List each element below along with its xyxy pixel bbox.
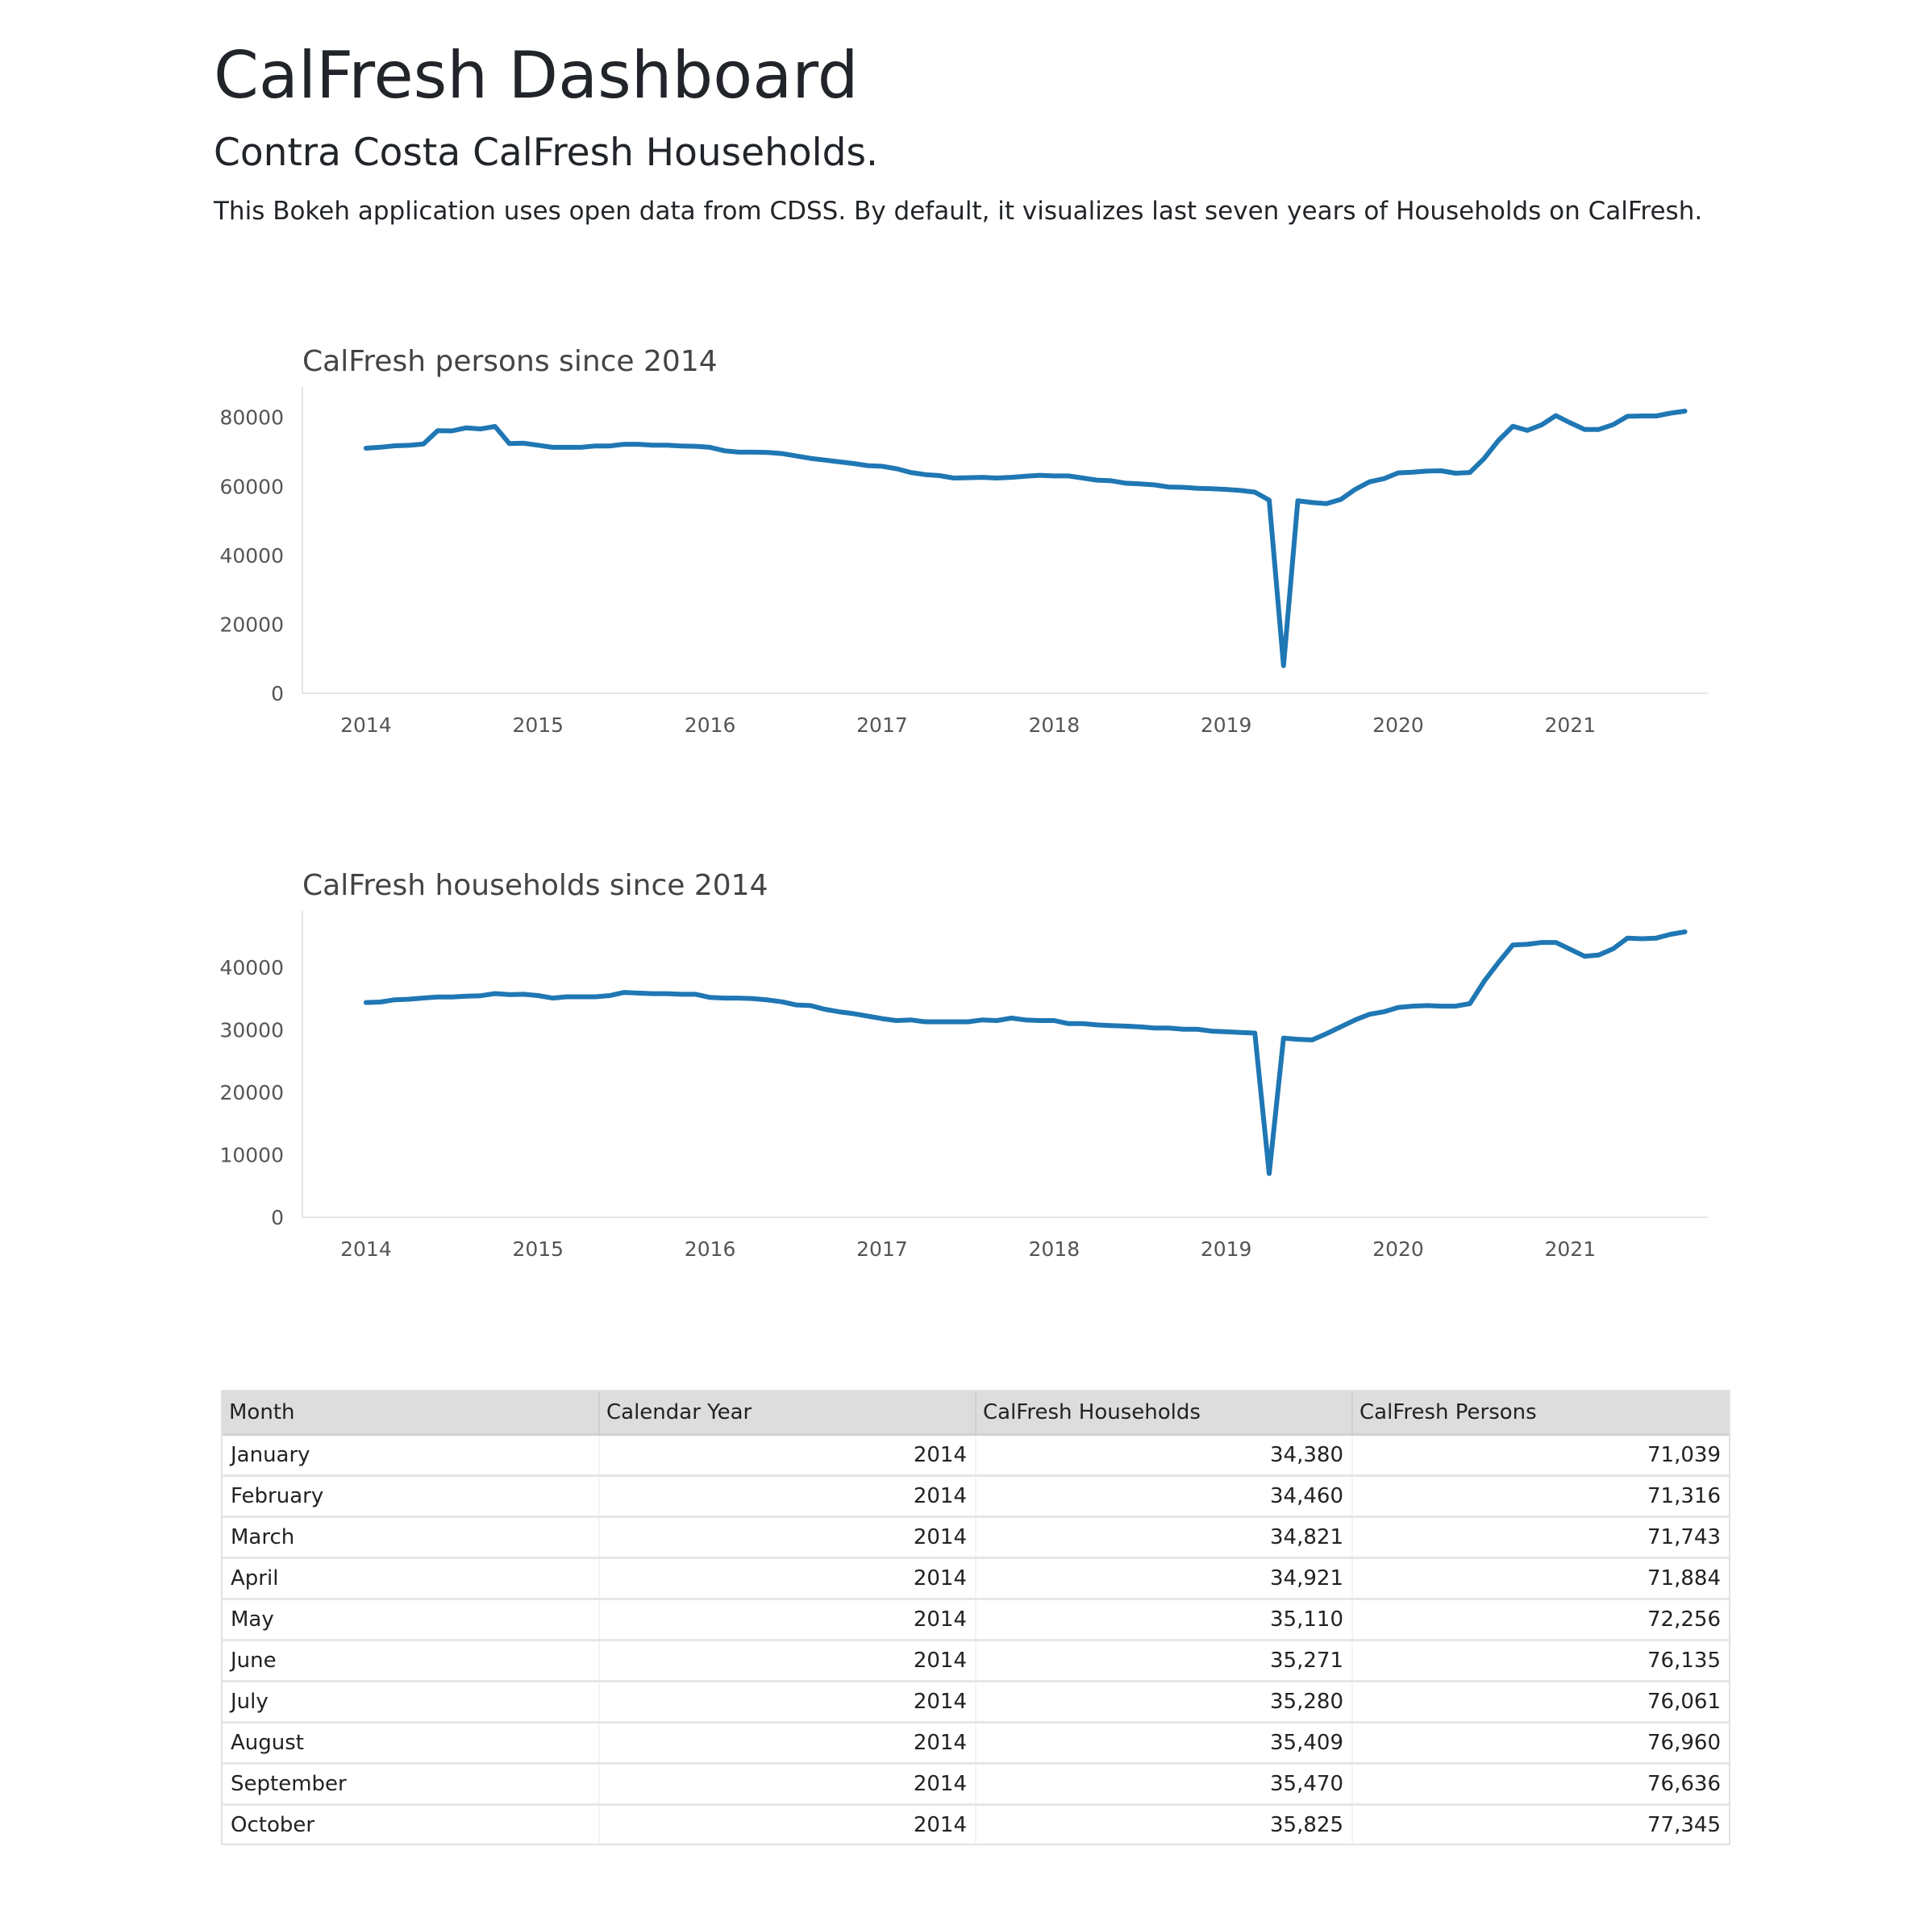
page-subtitle: Contra Costa CalFresh Households. xyxy=(214,131,878,176)
cell-persons[interactable]: 77,345 xyxy=(1352,1805,1729,1846)
table-row[interactable]: February 2014 34,460 71,316 xyxy=(223,1476,1729,1517)
cell-households[interactable]: 34,460 xyxy=(976,1476,1352,1517)
series-line xyxy=(366,932,1685,1174)
cell-persons[interactable]: 72,256 xyxy=(1352,1599,1729,1640)
table-row[interactable]: September 2014 35,470 76,636 xyxy=(223,1764,1729,1805)
x-tick-label: 2018 xyxy=(1028,1237,1080,1261)
cell-households[interactable]: 35,280 xyxy=(976,1682,1352,1723)
table-header-row: Month Calendar Year CalFresh Households … xyxy=(223,1391,1729,1435)
table-row[interactable]: June 2014 35,271 76,135 xyxy=(223,1640,1729,1682)
cell-households[interactable]: 34,821 xyxy=(976,1517,1352,1558)
cell-year[interactable]: 2014 xyxy=(599,1435,976,1476)
cell-households[interactable]: 35,825 xyxy=(976,1805,1352,1846)
x-tick-label: 2020 xyxy=(1372,1237,1424,1261)
y-tick-label: 20000 xyxy=(219,613,284,636)
y-tick-label: 10000 xyxy=(219,1144,284,1167)
table-row[interactable]: July 2014 35,280 76,061 xyxy=(223,1682,1729,1723)
x-tick-label: 2015 xyxy=(512,713,564,737)
x-tick-label: 2016 xyxy=(685,713,736,737)
x-tick-label: 2021 xyxy=(1545,713,1597,737)
cell-households[interactable]: 35,409 xyxy=(976,1723,1352,1764)
x-tick-label: 2019 xyxy=(1201,713,1252,737)
cell-persons[interactable]: 76,636 xyxy=(1352,1764,1729,1805)
data-table[interactable]: Month Calendar Year CalFresh Households … xyxy=(221,1390,1730,1845)
cell-year[interactable]: 2014 xyxy=(599,1517,976,1558)
cell-persons[interactable]: 76,135 xyxy=(1352,1640,1729,1682)
cell-households[interactable]: 34,921 xyxy=(976,1558,1352,1599)
page-description: This Bokeh application uses open data fr… xyxy=(214,195,1702,227)
x-tick-label: 2014 xyxy=(340,1237,392,1261)
x-tick-label: 2014 xyxy=(340,713,392,737)
y-tick-label: 80000 xyxy=(219,406,284,430)
cell-households[interactable]: 35,271 xyxy=(976,1640,1352,1682)
y-tick-label: 60000 xyxy=(219,475,284,498)
x-tick-label: 2021 xyxy=(1545,1237,1597,1261)
table-row[interactable]: August 2014 35,409 76,960 xyxy=(223,1723,1729,1764)
cell-month[interactable]: April xyxy=(223,1558,599,1599)
table-row[interactable]: March 2014 34,821 71,743 xyxy=(223,1517,1729,1558)
series-line xyxy=(366,411,1685,666)
table-row[interactable]: October 2014 35,825 77,345 xyxy=(223,1805,1729,1846)
y-tick-label: 0 xyxy=(271,682,284,705)
column-header-persons[interactable]: CalFresh Persons xyxy=(1352,1391,1729,1435)
chart-title: CalFresh persons since 2014 xyxy=(302,345,718,378)
x-tick-label: 2017 xyxy=(856,1237,908,1261)
cell-month[interactable]: June xyxy=(223,1640,599,1682)
x-tick-label: 2020 xyxy=(1372,713,1424,737)
cell-year[interactable]: 2014 xyxy=(599,1764,976,1805)
cell-month[interactable]: March xyxy=(223,1517,599,1558)
y-tick-label: 0 xyxy=(271,1206,284,1229)
y-tick-label: 40000 xyxy=(219,956,284,979)
x-tick-label: 2017 xyxy=(856,713,908,737)
x-tick-label: 2015 xyxy=(512,1237,564,1261)
cell-persons[interactable]: 71,884 xyxy=(1352,1558,1729,1599)
column-header-calendar-year[interactable]: Calendar Year xyxy=(599,1391,976,1435)
cell-year[interactable]: 2014 xyxy=(599,1682,976,1723)
cell-persons[interactable]: 71,039 xyxy=(1352,1435,1729,1476)
y-tick-label: 20000 xyxy=(219,1081,284,1104)
x-tick-label: 2019 xyxy=(1201,1237,1252,1261)
cell-month[interactable]: July xyxy=(223,1682,599,1723)
cell-year[interactable]: 2014 xyxy=(599,1805,976,1846)
cell-households[interactable]: 34,380 xyxy=(976,1435,1352,1476)
households-line-chart[interactable]: CalFresh households since 2014 0 10000 2000… xyxy=(0,863,1758,1282)
x-tick-label: 2018 xyxy=(1028,713,1080,737)
table-row[interactable]: May 2014 35,110 72,256 xyxy=(223,1599,1729,1640)
cell-persons[interactable]: 76,061 xyxy=(1352,1682,1729,1723)
cell-month[interactable]: February xyxy=(223,1476,599,1517)
chart-title: CalFresh households since 2014 xyxy=(302,869,768,902)
x-tick-label: 2016 xyxy=(685,1237,736,1261)
cell-year[interactable]: 2014 xyxy=(599,1558,976,1599)
table-row[interactable]: April 2014 34,921 71,884 xyxy=(223,1558,1729,1599)
cell-year[interactable]: 2014 xyxy=(599,1723,976,1764)
y-tick-label: 30000 xyxy=(219,1019,284,1042)
cell-persons[interactable]: 76,960 xyxy=(1352,1723,1729,1764)
cell-month[interactable]: October xyxy=(223,1805,599,1846)
table-row[interactable]: January 2014 34,380 71,039 xyxy=(223,1435,1729,1476)
column-header-households[interactable]: CalFresh Households xyxy=(976,1391,1352,1435)
cell-month[interactable]: January xyxy=(223,1435,599,1476)
cell-year[interactable]: 2014 xyxy=(599,1476,976,1517)
y-tick-label: 40000 xyxy=(219,544,284,568)
cell-persons[interactable]: 71,743 xyxy=(1352,1517,1729,1558)
cell-month[interactable]: May xyxy=(223,1599,599,1640)
cell-persons[interactable]: 71,316 xyxy=(1352,1476,1729,1517)
cell-year[interactable]: 2014 xyxy=(599,1599,976,1640)
cell-month[interactable]: September xyxy=(223,1764,599,1805)
cell-households[interactable]: 35,110 xyxy=(976,1599,1352,1640)
page-title: CalFresh Dashboard xyxy=(214,40,859,111)
cell-households[interactable]: 35,470 xyxy=(976,1764,1352,1805)
cell-month[interactable]: August xyxy=(223,1723,599,1764)
persons-line-chart[interactable]: CalFresh persons since 2014 0 20000 40000 60… xyxy=(0,339,1758,758)
column-header-month[interactable]: Month xyxy=(223,1391,599,1435)
cell-year[interactable]: 2014 xyxy=(599,1640,976,1682)
